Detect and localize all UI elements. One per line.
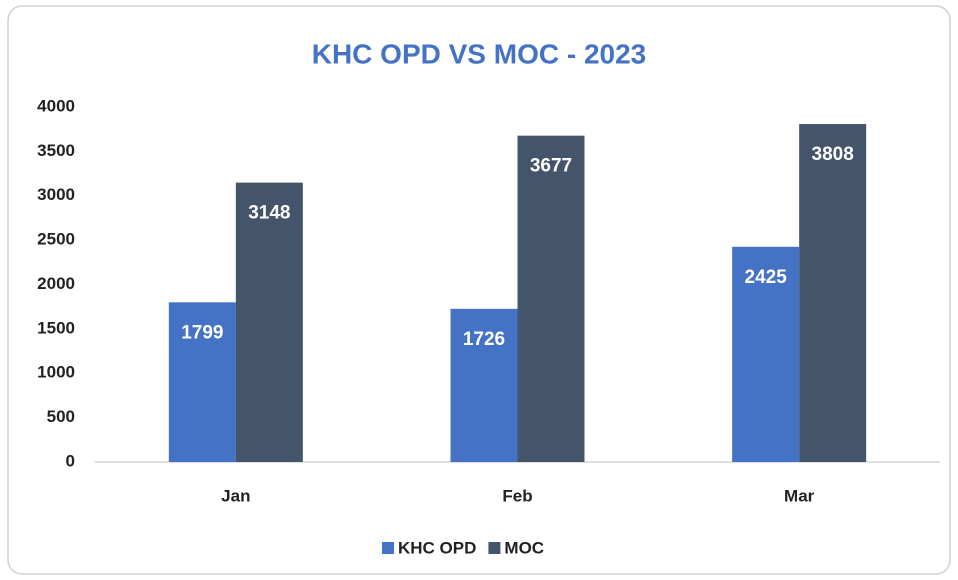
data-label: 3677 [530,156,572,177]
y-tick-label: 0 [66,451,75,470]
y-tick-label: 3000 [37,185,75,204]
legend-swatch [488,542,501,554]
y-tick-label: 4000 [37,96,75,115]
bar [450,308,518,462]
bar [799,124,867,462]
legend-label: MOC [504,538,544,557]
bar [732,246,800,462]
data-label: 3148 [248,203,290,224]
bar [235,182,303,463]
data-label: 1726 [463,329,505,350]
data-label: 3808 [812,144,854,165]
data-label: 1799 [181,322,223,343]
x-tick-label: Feb [502,486,532,505]
legend-label: KHC OPD [398,538,476,557]
bar [517,135,585,462]
chart-title: KHC OPD VS MOC - 2023 [312,38,647,69]
y-tick-label: 3500 [37,141,75,160]
y-tick-label: 1000 [37,363,75,382]
y-tick-label: 500 [47,407,75,426]
legend-swatch [382,542,394,554]
y-tick-label: 2000 [37,274,75,293]
data-label: 2425 [745,267,788,288]
y-tick-label: 2500 [37,230,75,249]
x-tick-label: Jan [221,486,250,505]
bar [168,302,236,462]
y-tick-label: 1500 [37,318,75,337]
x-tick-label: Mar [784,486,815,505]
